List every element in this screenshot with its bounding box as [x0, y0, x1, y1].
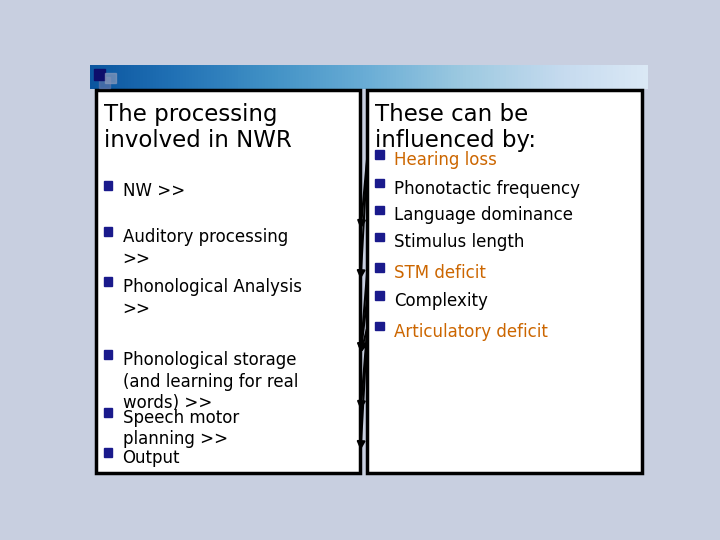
Bar: [375, 264, 384, 272]
Bar: [104, 72, 116, 83]
Bar: [375, 206, 384, 214]
Text: STM deficit: STM deficit: [394, 264, 486, 282]
Bar: [375, 150, 384, 159]
Text: Phonological Analysis
>>: Phonological Analysis >>: [122, 278, 302, 318]
Bar: [99, 77, 110, 88]
Bar: [104, 350, 112, 359]
Text: Language dominance: Language dominance: [394, 206, 573, 225]
Bar: [367, 90, 642, 473]
Bar: [104, 227, 112, 236]
Text: Speech motor
planning >>: Speech motor planning >>: [122, 409, 239, 449]
Bar: [104, 448, 112, 457]
Text: Output: Output: [122, 449, 180, 467]
Text: Complexity: Complexity: [394, 292, 487, 310]
Text: Hearing loss: Hearing loss: [394, 151, 497, 169]
Bar: [375, 233, 384, 241]
Text: Articulatory deficit: Articulatory deficit: [394, 323, 548, 341]
Text: Auditory processing
>>: Auditory processing >>: [122, 228, 288, 267]
Bar: [104, 408, 112, 417]
Text: The processing
involved in NWR: The processing involved in NWR: [104, 103, 292, 152]
Text: Phonological storage
(and learning for real
words) >>: Phonological storage (and learning for r…: [122, 351, 298, 412]
Bar: [375, 291, 384, 300]
Bar: [96, 90, 360, 473]
Text: Phonotactic frequency: Phonotactic frequency: [394, 179, 580, 198]
Text: NW >>: NW >>: [122, 182, 185, 200]
Text: Stimulus length: Stimulus length: [394, 233, 524, 252]
Bar: [375, 322, 384, 330]
Bar: [375, 179, 384, 187]
Text: These can be
influenced by:: These can be influenced by:: [375, 103, 536, 152]
Bar: [104, 278, 112, 286]
Bar: [94, 70, 104, 80]
Bar: [104, 181, 112, 190]
